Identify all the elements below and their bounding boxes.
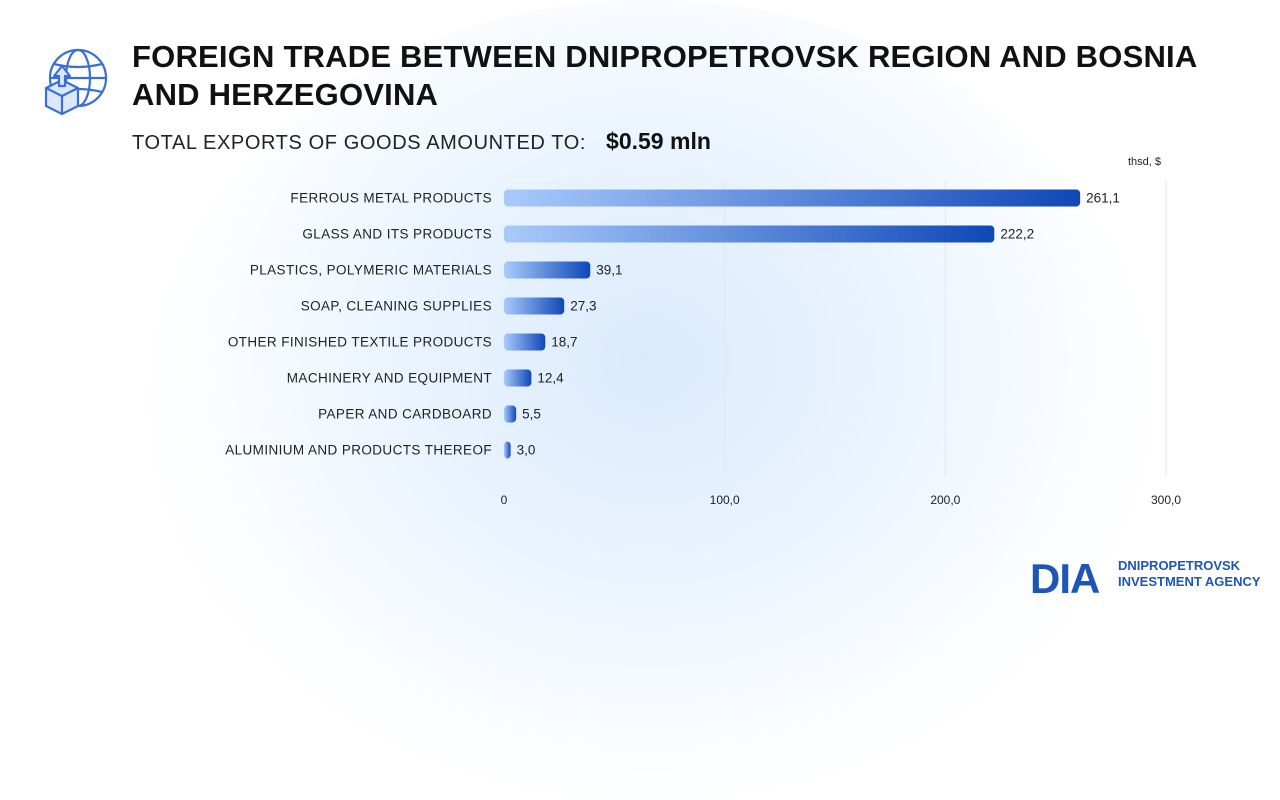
category-label: PLASTICS, POLYMERIC MATERIALS <box>250 263 492 278</box>
data-label: 3,0 <box>517 443 536 458</box>
bar <box>504 369 532 387</box>
bar-chart: 0 100,0 200,0 300,0 FERROUS METAL PRODUCTS 26… <box>225 180 1181 507</box>
category-label: MACHINERY AND EQUIPMENT <box>287 371 492 386</box>
x-tick-label: 300,0 <box>1151 493 1181 507</box>
total-exports-label: TOTAL EXPORTS OF GOODS AMOUNTED TO: <box>132 132 587 154</box>
dia-logo: DIA DNIPROPETROVSK INVESTMENT AGENCY <box>1030 553 1261 595</box>
category-label: PAPER AND CARDBOARD <box>318 407 492 422</box>
x-tick-label: 100,0 <box>710 493 740 507</box>
bar <box>504 225 995 243</box>
bar <box>504 189 1081 207</box>
page-title: FOREIGN TRADE BETWEEN DNIPROPETROVSK REG… <box>132 39 1197 112</box>
data-label: 5,5 <box>522 407 541 422</box>
bar <box>504 297 565 315</box>
total-exports-value: $0.59 mln <box>606 128 711 154</box>
category-label: ALUMINIUM AND PRODUCTS THEREOF <box>225 443 492 458</box>
category-label: GLASS AND ITS PRODUCTS <box>302 227 492 242</box>
globe-export-box-icon <box>40 44 112 116</box>
bar <box>504 405 517 423</box>
x-tick-label: 200,0 <box>930 493 960 507</box>
bar <box>504 333 546 351</box>
dia-logo-text: DNIPROPETROVSK INVESTMENT AGENCY <box>1118 558 1261 590</box>
data-label: 39,1 <box>596 263 622 278</box>
total-exports-line: TOTAL EXPORTS OF GOODS AMOUNTED TO: $0.5… <box>132 128 711 155</box>
data-label: 222,2 <box>1000 227 1034 242</box>
category-label: FERROUS METAL PRODUCTS <box>290 191 492 206</box>
dia-logo-line2: INVESTMENT AGENCY <box>1118 574 1261 589</box>
x-tick-label: 0 <box>501 493 508 507</box>
bar <box>504 441 511 459</box>
unit-label: thsd, $ <box>1128 156 1162 168</box>
svg-text:DIA: DIA <box>1030 555 1100 595</box>
data-label: 18,7 <box>551 335 577 350</box>
dia-logo-line1: DNIPROPETROVSK <box>1118 558 1241 573</box>
data-label: 27,3 <box>570 299 596 314</box>
data-label: 261,1 <box>1086 191 1120 206</box>
bar <box>504 261 591 279</box>
category-label: OTHER FINISHED TEXTILE PRODUCTS <box>228 335 492 350</box>
data-label: 12,4 <box>537 371 564 386</box>
dia-logo-mark: DIA <box>1030 555 1101 595</box>
category-label: SOAP, CLEANING SUPPLIES <box>301 299 492 314</box>
